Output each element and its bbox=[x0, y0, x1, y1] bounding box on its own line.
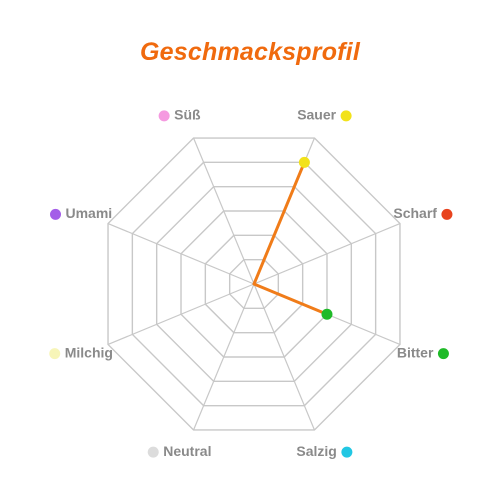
axis-color-dot bbox=[158, 110, 170, 122]
data-point-bitter bbox=[321, 308, 333, 320]
axis-label-text: Sauer bbox=[297, 107, 336, 123]
axis-label-sauer: Sauer bbox=[297, 107, 352, 123]
axis-label-neutral: Neutral bbox=[147, 443, 211, 459]
radar-series bbox=[252, 156, 333, 320]
axis-label-text: Umami bbox=[66, 205, 113, 221]
axis-label-bitter: Bitter bbox=[397, 344, 449, 360]
axis-label-scharf: Scharf bbox=[393, 205, 453, 221]
axis-label-text: Scharf bbox=[393, 205, 437, 221]
axis-label-text: Milchig bbox=[65, 344, 113, 360]
axis-label-text: Bitter bbox=[397, 344, 434, 360]
axis-color-dot bbox=[147, 446, 159, 458]
series-area bbox=[252, 160, 329, 316]
grid-spoke-7 bbox=[192, 137, 255, 285]
radar-axis-labels: Sauer Scharf Bitter Salzig Neutral Milchig Uma… bbox=[49, 107, 453, 459]
grid-spoke-4 bbox=[192, 283, 255, 431]
axis-color-dot bbox=[340, 110, 352, 122]
axis-color-dot bbox=[341, 446, 353, 458]
axis-color-dot bbox=[49, 348, 61, 360]
axis-label-text: Süß bbox=[174, 107, 201, 123]
grid-spoke-1 bbox=[253, 222, 401, 285]
grid-spoke-6 bbox=[107, 222, 255, 285]
axis-label-milchig: Milchig bbox=[49, 344, 113, 360]
axis-label-salzig: Salzig bbox=[296, 443, 353, 459]
axis-label-text: Salzig bbox=[296, 443, 336, 459]
grid-spoke-5 bbox=[107, 283, 255, 346]
axis-label-text: Neutral bbox=[163, 443, 211, 459]
data-point-sauer bbox=[298, 156, 310, 168]
axis-color-dot bbox=[437, 348, 449, 360]
axis-label-umami: Umami bbox=[50, 205, 112, 221]
grid-spoke-3 bbox=[253, 283, 316, 431]
axis-color-dot bbox=[441, 208, 453, 220]
axis-label-süß: Süß bbox=[158, 107, 201, 123]
chart-title: Geschmacksprofil bbox=[140, 38, 360, 66]
axis-color-dot bbox=[50, 208, 62, 220]
